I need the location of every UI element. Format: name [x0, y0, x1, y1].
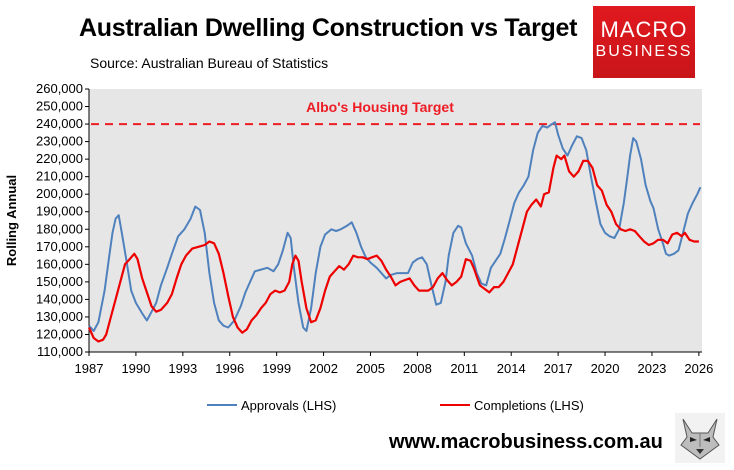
y-tick-label: 230,000 — [36, 134, 83, 149]
y-tick-label: 140,000 — [36, 291, 83, 306]
wolf-icon — [675, 413, 725, 463]
legend-label: Completions (LHS) — [474, 398, 584, 413]
logo-line-1: MACRO — [600, 17, 688, 42]
y-tick-label: 210,000 — [36, 169, 83, 184]
target-annotation: Albo's Housing Target — [91, 99, 700, 126]
y-tick-label: 250,000 — [36, 99, 83, 114]
x-tick-label: 1999 — [262, 361, 291, 376]
x-tick-label: 2026 — [684, 361, 713, 376]
y-tick-label: 170,000 — [36, 239, 83, 254]
x-tick-label: 2011 — [450, 361, 478, 376]
y-tick-label: 200,000 — [36, 186, 83, 201]
y-axis-label: Rolling Annual — [4, 175, 19, 266]
x-tick-label: 1990 — [121, 361, 150, 376]
x-tick-label: 2023 — [637, 361, 666, 376]
target-label: Albo's Housing Target — [306, 99, 454, 115]
y-tick-label: 220,000 — [36, 151, 83, 166]
x-tick-label: 1993 — [168, 361, 197, 376]
y-tick-label: 180,000 — [36, 221, 83, 236]
plot-area — [89, 89, 702, 352]
series-line-approvals — [88, 121, 702, 332]
y-tick-label: 240,000 — [36, 116, 83, 131]
x-tick-label: 1987 — [75, 361, 104, 376]
legend: Approvals (LHS) Completions (LHS) — [207, 398, 584, 413]
y-tick-label: 150,000 — [36, 274, 83, 289]
x-tick-label: 2017 — [544, 361, 573, 376]
y-tick-label: 190,000 — [36, 204, 83, 219]
footer-url: www.macrobusiness.com.au — [389, 431, 663, 453]
x-tick-label: 2014 — [497, 361, 526, 376]
x-tick-label: 2005 — [356, 361, 385, 376]
logo-line-2: BUSINESS — [595, 43, 693, 60]
axes: 110,000 120,000 130,000 140,000 150,000 160,0… — [4, 81, 713, 376]
x-tick-label: 1996 — [215, 361, 244, 376]
legend-label: Approvals (LHS) — [241, 398, 336, 413]
source-note: Source: Australian Bureau of Statistics — [90, 55, 329, 71]
x-tick-label: 2008 — [403, 361, 432, 376]
y-tick-label: 120,000 — [36, 326, 83, 341]
macrobusiness-logo: MACRO BUSINESS — [593, 6, 695, 78]
x-tick-label: 2002 — [309, 361, 338, 376]
page-title: Australian Dwelling Construction vs Targ… — [79, 14, 578, 42]
series — [87, 121, 702, 343]
y-tick-label: 130,000 — [36, 309, 83, 324]
y-tick-label: 260,000 — [36, 81, 83, 96]
series-line-completions — [87, 154, 699, 343]
y-tick-label: 160,000 — [36, 256, 83, 271]
x-tick-label: 2020 — [591, 361, 620, 376]
y-tick-label: 110,000 — [37, 344, 83, 359]
